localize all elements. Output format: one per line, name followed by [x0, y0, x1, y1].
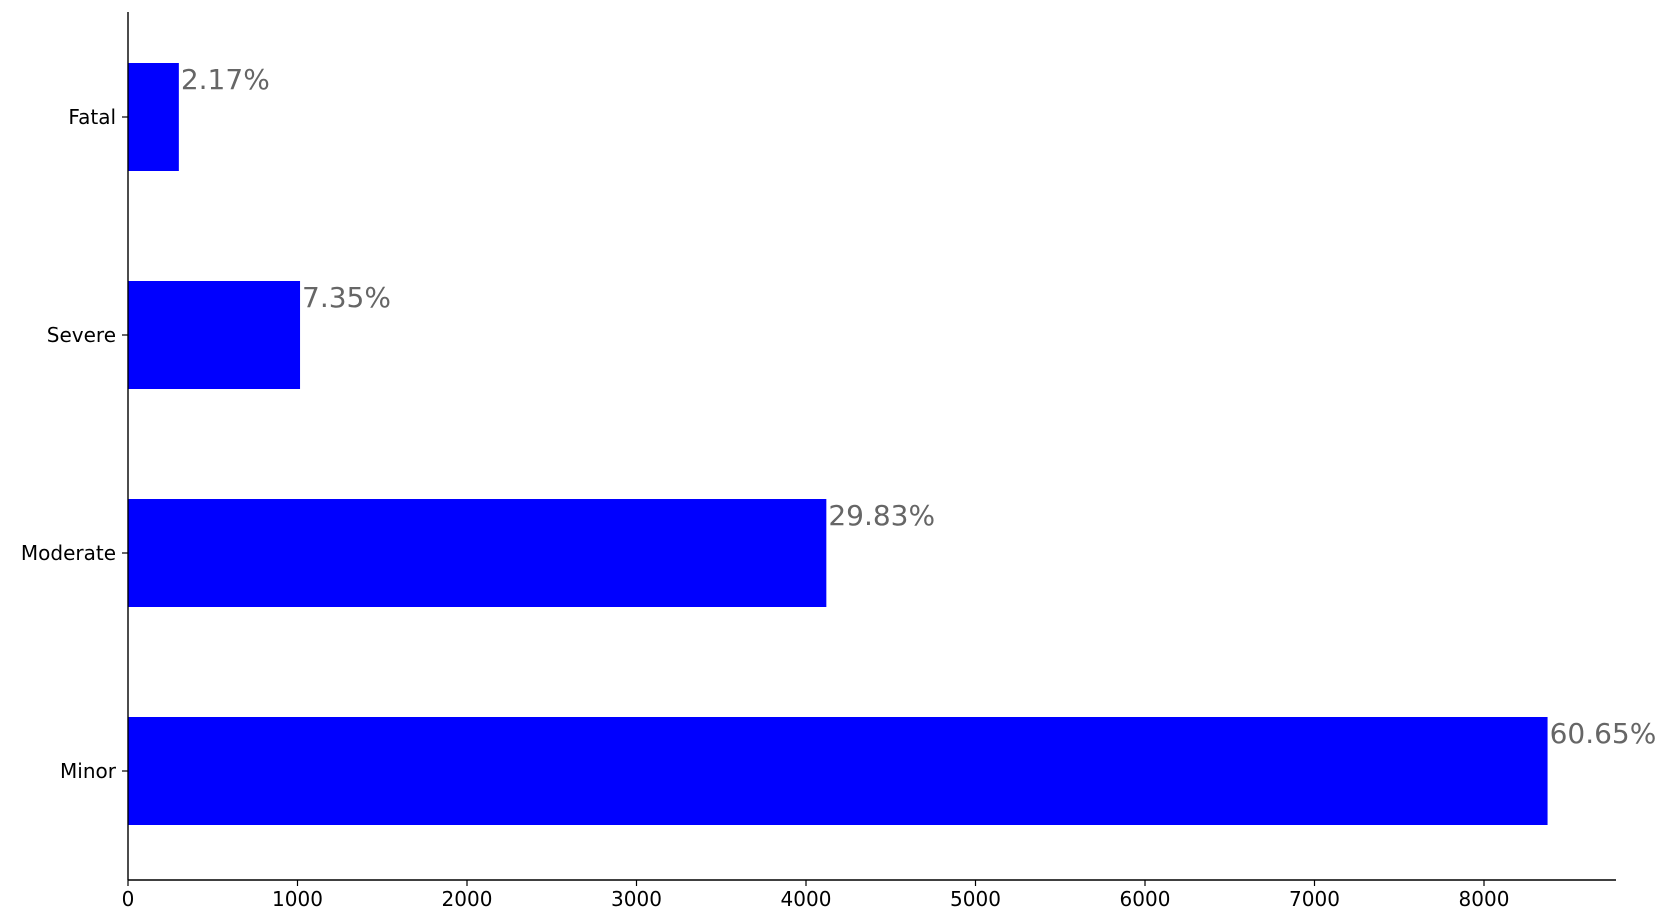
bar-severe	[128, 281, 301, 389]
bar-moderate	[128, 499, 827, 607]
x-tick-label-8000: 8000	[1459, 887, 1510, 911]
bar-fatal	[128, 63, 179, 171]
bar-minor	[128, 717, 1548, 825]
y-tick-label-moderate: Moderate	[21, 541, 116, 565]
data-label-minor: 60.65%	[1550, 717, 1657, 750]
x-tick-label-6000: 6000	[1120, 887, 1171, 911]
data-label-fatal: 2.17%	[181, 63, 270, 96]
x-tick-label-1000: 1000	[272, 887, 323, 911]
data-labels-layer: 2.17% 7.35% 29.83% 60.65%	[181, 63, 1656, 750]
y-tick-label-minor: Minor	[60, 759, 117, 783]
x-tick-label-0: 0	[122, 887, 135, 911]
data-label-moderate: 29.83%	[828, 499, 935, 532]
x-tick-label-4000: 4000	[781, 887, 832, 911]
y-tick-label-severe: Severe	[47, 323, 116, 347]
x-tick-label-3000: 3000	[611, 887, 662, 911]
y-tick-label-fatal: Fatal	[68, 105, 116, 129]
x-tick-label-2000: 2000	[442, 887, 493, 911]
data-label-severe: 7.35%	[302, 281, 391, 314]
axes-layer: Fatal Severe Moderate Minor 0 1000 2000 3000 400…	[21, 12, 1616, 911]
x-tick-label-5000: 5000	[950, 887, 1001, 911]
x-tick-label-7000: 7000	[1289, 887, 1340, 911]
bars-layer	[128, 63, 1548, 825]
